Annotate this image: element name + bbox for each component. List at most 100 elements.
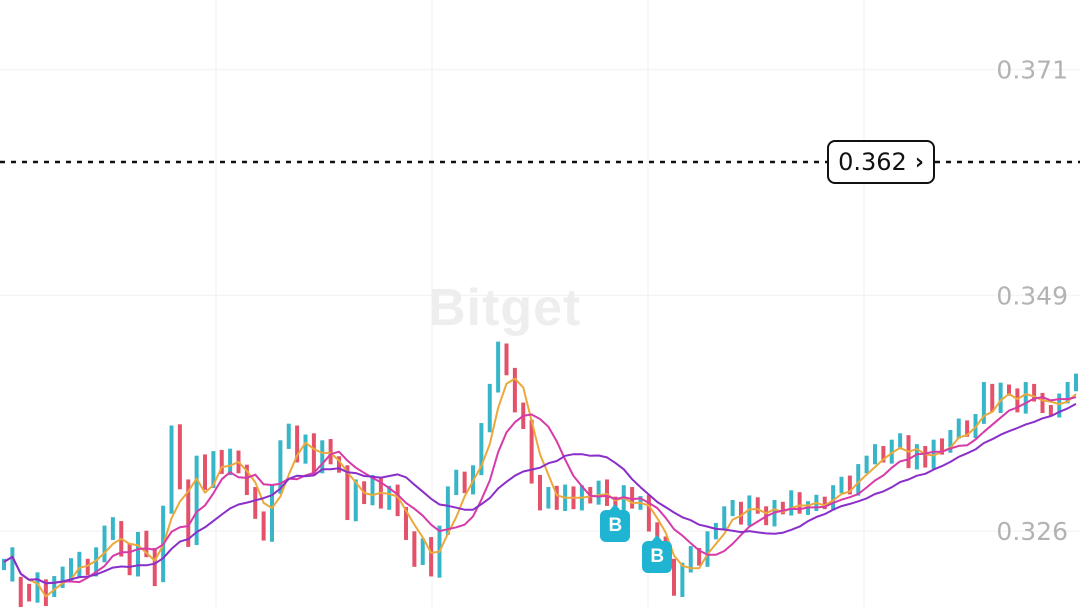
candle	[1023, 382, 1028, 414]
candle	[747, 495, 752, 526]
candle	[337, 456, 341, 473]
candle	[404, 506, 408, 540]
candle	[219, 449, 224, 474]
candle	[730, 499, 735, 517]
candle	[688, 546, 693, 573]
candle	[43, 579, 48, 606]
candle	[1007, 384, 1011, 396]
buy-marker-badge[interactable]: B	[600, 503, 631, 542]
candle	[270, 484, 274, 542]
candle	[1032, 383, 1037, 402]
candle	[713, 522, 718, 540]
candle	[169, 425, 174, 514]
candle	[797, 492, 802, 514]
candle	[395, 484, 400, 517]
ma-slow-line	[3, 403, 1077, 585]
candle	[789, 490, 794, 516]
candle	[1015, 388, 1020, 413]
candle	[755, 497, 760, 514]
candle	[705, 531, 710, 567]
candle	[889, 439, 894, 464]
moving-average-lines	[3, 377, 1077, 598]
candle	[931, 439, 936, 469]
candle	[605, 479, 609, 506]
candle	[998, 382, 1003, 414]
buy-marker-badge[interactable]: B	[642, 534, 673, 573]
candle	[496, 341, 501, 393]
candle	[1065, 382, 1070, 404]
price-tick-label: 0.326	[996, 517, 1068, 546]
candle	[445, 486, 450, 535]
candle	[278, 440, 283, 494]
candle	[898, 433, 903, 450]
candle	[487, 383, 492, 433]
candle	[529, 419, 534, 484]
candle	[286, 423, 291, 449]
candle	[454, 469, 459, 496]
candle	[244, 464, 249, 496]
candle	[923, 446, 928, 468]
candle	[10, 547, 15, 582]
candle	[136, 531, 140, 577]
candle	[60, 566, 65, 588]
candle	[538, 474, 542, 511]
candle	[261, 511, 266, 541]
candle	[621, 485, 626, 521]
candle	[546, 487, 551, 509]
candle	[981, 382, 986, 424]
candle	[646, 494, 651, 532]
candle	[1074, 373, 1078, 392]
ma-mid-line	[3, 396, 1077, 585]
candle	[554, 485, 559, 510]
candlestick-series	[2, 341, 1078, 607]
candle	[1040, 392, 1045, 414]
candle	[320, 440, 325, 474]
candle	[822, 496, 827, 510]
candle	[512, 367, 517, 413]
candle	[27, 583, 32, 602]
price-tick-label: 0.371	[996, 56, 1068, 85]
candle	[102, 525, 107, 563]
candle	[303, 434, 308, 464]
candle	[680, 562, 685, 597]
candle	[596, 480, 601, 505]
candle	[864, 455, 869, 474]
ma-fast-line	[3, 377, 1077, 598]
candle	[94, 547, 99, 577]
chevron-right-icon: ›	[914, 149, 924, 175]
current-price-tag[interactable]: 0.362 ›	[827, 140, 935, 184]
candle	[1057, 393, 1062, 418]
candle	[914, 444, 919, 470]
candle	[847, 475, 852, 495]
candle	[655, 522, 660, 546]
candle	[311, 433, 316, 476]
candle	[1048, 405, 1053, 417]
candle	[144, 530, 149, 558]
candle	[479, 423, 484, 476]
candle	[965, 420, 970, 437]
candle	[990, 383, 995, 412]
candle	[52, 576, 57, 597]
candle	[956, 418, 961, 439]
candle	[630, 487, 635, 509]
candle	[69, 558, 73, 581]
candle	[780, 501, 785, 515]
candle	[831, 485, 836, 511]
watermark-logo: Bitget	[428, 279, 582, 337]
candle	[77, 551, 82, 578]
candle	[18, 576, 23, 607]
candle	[345, 465, 350, 521]
candle	[881, 446, 886, 463]
candle	[2, 558, 6, 571]
candle	[672, 558, 676, 596]
candle	[412, 531, 417, 567]
candle	[152, 547, 157, 587]
candle	[110, 517, 115, 540]
candle	[948, 430, 953, 453]
candle	[839, 476, 844, 494]
candle	[177, 424, 182, 490]
candle	[739, 501, 743, 525]
candle	[85, 558, 90, 576]
